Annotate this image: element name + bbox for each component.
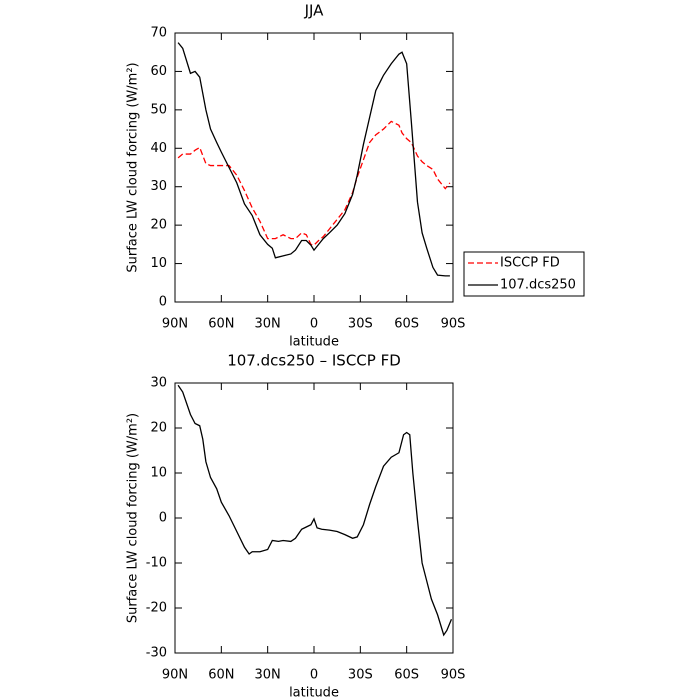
y-tick-label: -20: [146, 601, 167, 616]
x-tick-label: 60N: [208, 317, 234, 332]
x-tick-label: 90N: [162, 317, 188, 332]
data-line: [177, 384, 453, 637]
y-tick-label: 70: [150, 26, 167, 41]
x-tick-label: 60S: [394, 317, 419, 332]
y-tick-label: -30: [146, 646, 167, 661]
x-tick-label: 60S: [394, 668, 419, 683]
y-tick-label: 50: [150, 102, 167, 117]
x-tick-label: 0: [310, 317, 318, 332]
data-line: [177, 42, 450, 277]
y-tick-label: 60: [150, 64, 167, 79]
x-tick-label: 90S: [441, 317, 466, 332]
y-tick-label: 20: [150, 421, 167, 436]
y-tick-label: 10: [150, 256, 167, 271]
y-tick-label: 10: [150, 466, 167, 481]
y-tick-label: 30: [150, 179, 167, 194]
y-tick-label: 20: [150, 218, 167, 233]
y-tick-label: 0: [159, 511, 167, 526]
x-axis-label: latitude: [289, 686, 339, 700]
x-tick-label: 90S: [441, 668, 466, 683]
x-tick-label: 0: [310, 668, 318, 683]
x-tick-label: 90N: [162, 668, 188, 683]
y-tick-label: 0: [159, 295, 167, 310]
x-tick-label: 60N: [208, 668, 234, 683]
x-tick-label: 30N: [255, 317, 281, 332]
chart-title: 107.dcs250 – ISCCP FD: [227, 352, 401, 370]
plot-frame: [174, 32, 454, 303]
y-axis-label: Surface LW cloud forcing (W/m²): [126, 413, 141, 623]
legend-label: ISCCP FD: [500, 256, 560, 271]
y-tick-label: 40: [150, 141, 167, 156]
legend-box: [463, 251, 585, 297]
data-line: [177, 120, 451, 246]
y-axis-label: Surface LW cloud forcing (W/m²): [126, 62, 141, 272]
y-tick-label: 30: [150, 376, 167, 391]
legend-label: 107.dcs250: [500, 278, 576, 293]
y-tick-label: -10: [146, 556, 167, 571]
x-tick-label: 30N: [255, 668, 281, 683]
x-axis-label: latitude: [289, 335, 339, 350]
x-tick-label: 30S: [348, 317, 373, 332]
chart-title: JJA: [304, 2, 325, 20]
x-tick-label: 30S: [348, 668, 373, 683]
